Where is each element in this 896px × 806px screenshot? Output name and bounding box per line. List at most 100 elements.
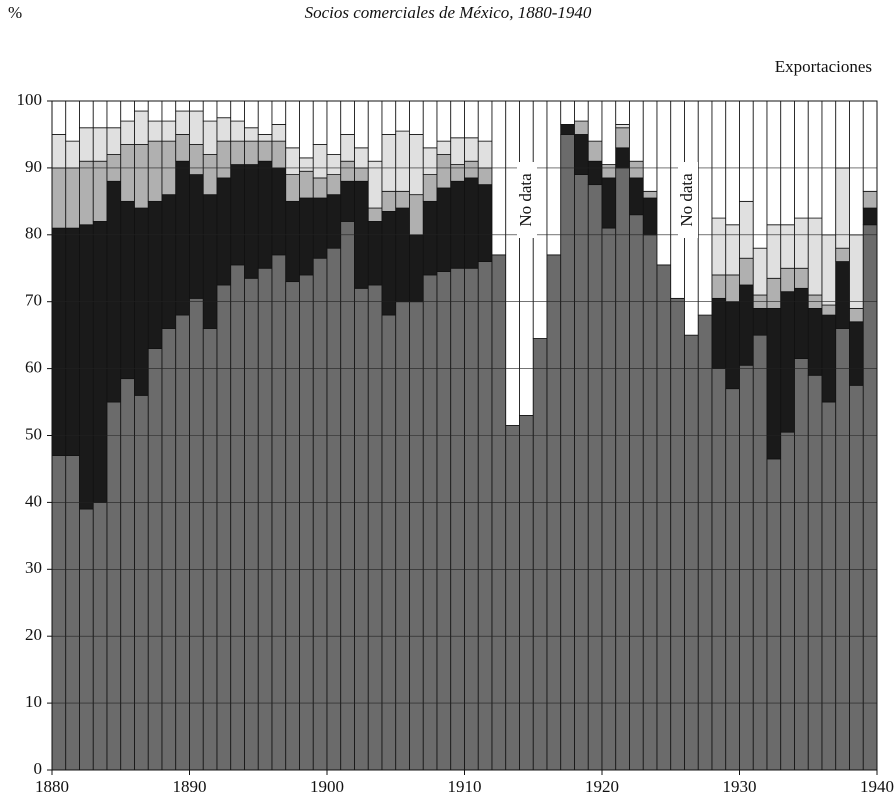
bar-segment <box>436 154 452 189</box>
bar-segment <box>725 100 740 226</box>
bar-segment <box>161 194 177 329</box>
bar-segment <box>230 120 245 142</box>
bar-segment <box>271 100 287 125</box>
y-tick-label: 10 <box>25 692 42 711</box>
bar-segment <box>340 160 355 182</box>
bar-segment <box>642 197 658 236</box>
bar-segment <box>409 100 424 135</box>
x-tick-label: 1930 <box>723 777 757 796</box>
y-tick-label: 70 <box>25 291 42 310</box>
bar-segment <box>92 160 108 222</box>
bar-segment <box>285 100 300 149</box>
bar-segment <box>519 415 534 771</box>
bar-segment <box>780 291 795 433</box>
bar-segment <box>422 174 438 202</box>
bar-segment <box>835 247 850 262</box>
bar-segment <box>147 200 163 349</box>
bar-segment <box>684 334 699 771</box>
bar-segment <box>752 247 768 296</box>
bar-segment <box>505 425 520 771</box>
bar-segment <box>835 261 850 329</box>
chart-title: Socios comerciales de México, 1880-1940 <box>305 3 592 22</box>
bar-segment <box>299 170 314 199</box>
bar-segment <box>821 401 837 771</box>
bar-segment <box>271 167 287 256</box>
bar-segment <box>202 120 218 155</box>
bar-segment <box>134 394 149 771</box>
bar-segment <box>312 144 328 179</box>
y-tick-label: 80 <box>25 224 42 243</box>
bar-segment <box>120 100 135 122</box>
bar-segment <box>340 100 355 135</box>
bar-segment <box>120 144 135 202</box>
bar-segment <box>189 100 204 112</box>
bar-segment <box>51 100 67 135</box>
bar-segment <box>835 328 850 771</box>
bar-segment <box>202 154 218 196</box>
bar-segment <box>299 100 314 159</box>
bar-segment <box>574 100 589 122</box>
bar-segment <box>477 100 493 142</box>
bar-segment <box>807 100 823 219</box>
bar-segment <box>79 508 94 771</box>
bar-segment <box>849 384 864 771</box>
y-unit: % <box>8 3 22 22</box>
bar-segment <box>161 100 177 122</box>
annotation: No data <box>677 173 696 227</box>
bar-segment <box>65 140 80 169</box>
bar-segment <box>216 140 232 179</box>
bar-segment <box>794 358 809 771</box>
bar-segment <box>670 297 685 771</box>
bar-segment <box>312 197 328 259</box>
bar-segment <box>711 297 727 370</box>
bar-segment <box>450 137 465 165</box>
bar-segment <box>244 100 259 129</box>
bar-segment <box>725 224 740 276</box>
bar-segment <box>615 167 630 771</box>
bar-segment <box>216 284 232 771</box>
bar-segment <box>780 431 795 771</box>
bar-segment <box>175 314 190 771</box>
bar-segment <box>230 140 245 165</box>
bar-segment <box>642 100 658 192</box>
bar-segment <box>725 388 740 771</box>
bar-segment <box>862 207 878 226</box>
bar-segment <box>230 164 245 266</box>
bar-segment <box>807 307 823 376</box>
bar-segment <box>601 177 617 229</box>
bar-segment <box>546 100 562 256</box>
x-tick-label: 1910 <box>448 777 482 796</box>
bar-segment <box>51 167 67 229</box>
bar-segment <box>65 100 80 142</box>
bar-segment <box>79 224 94 510</box>
bar-segment <box>409 234 424 303</box>
bar-segment <box>312 177 328 199</box>
bar-segment <box>340 180 355 222</box>
bar-segment <box>739 284 754 366</box>
bar-segment <box>587 184 603 771</box>
bar-segment <box>422 100 438 149</box>
bar-segment <box>560 134 575 771</box>
bar-segment <box>244 277 259 771</box>
bar-segment <box>175 134 190 162</box>
bar-segment <box>739 200 754 259</box>
bar-segment <box>354 287 369 771</box>
x-tick-label: 1920 <box>585 777 619 796</box>
bar-segment <box>285 147 300 175</box>
bar-segment <box>821 234 837 306</box>
bar-segment <box>629 160 644 179</box>
bar-segment <box>51 227 67 456</box>
bar-segment <box>794 287 809 359</box>
bar-segment <box>862 224 878 771</box>
bar-segment <box>697 314 713 771</box>
bar-segment <box>395 100 410 132</box>
bar-segment <box>794 217 809 269</box>
bar-segment <box>189 110 204 145</box>
bar-segment <box>601 227 617 771</box>
x-tick-label: 1890 <box>173 777 207 796</box>
bar-segment <box>464 267 479 771</box>
bar-segment <box>711 274 727 299</box>
bar-segment <box>450 267 465 771</box>
bar-segment <box>807 374 823 771</box>
